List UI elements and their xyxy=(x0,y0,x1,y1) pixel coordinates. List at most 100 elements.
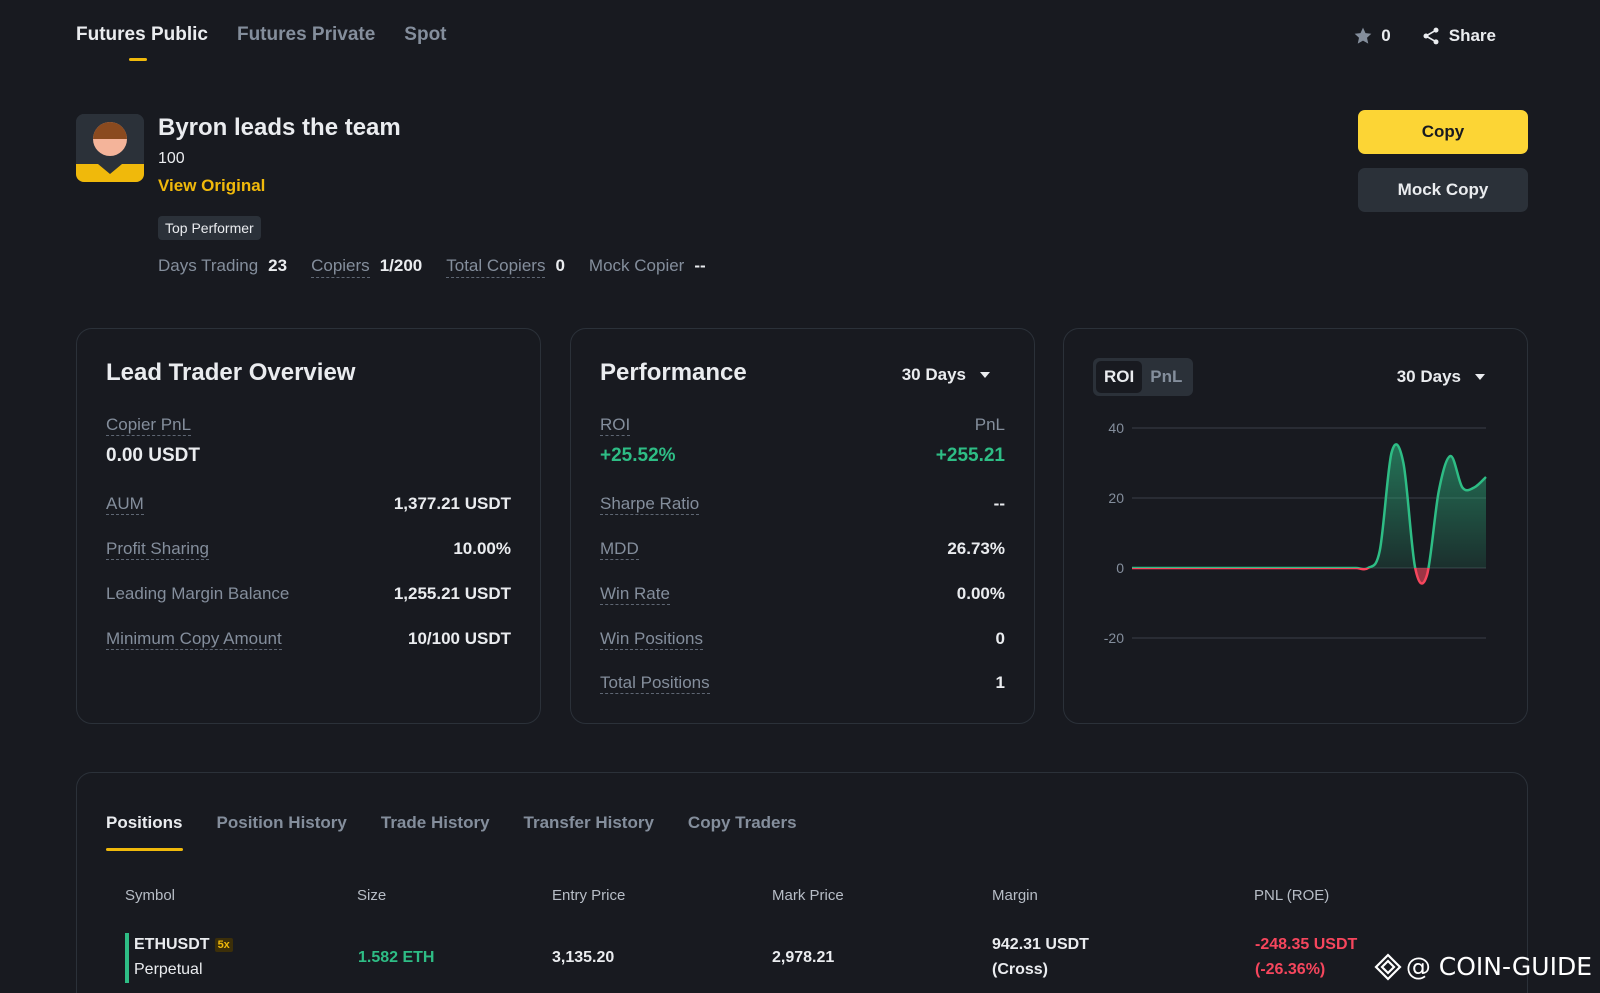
overview-row: Minimum Copy Amount 10/100 USDT xyxy=(106,629,511,650)
y-tick-label: -20 xyxy=(1104,630,1124,646)
copy-button[interactable]: Copy xyxy=(1358,110,1528,154)
performance-row: Win Rate 0.00% xyxy=(600,584,1005,605)
tab-positions[interactable]: Positions xyxy=(106,813,183,851)
min-copy-value: 10/100 USDT xyxy=(408,629,511,648)
total-copiers-label[interactable]: Total Copiers xyxy=(446,256,546,278)
roi-value: +25.52% xyxy=(600,445,676,466)
days-trading-label: Days Trading xyxy=(158,256,259,275)
roi-label[interactable]: ROI xyxy=(600,415,631,436)
positions-panel: Positions Position History Trade History… xyxy=(76,772,1528,993)
tab-position-history[interactable]: Position History xyxy=(216,813,347,832)
watermark-text: @ COIN-GUIDE xyxy=(1405,952,1592,981)
size-value: 1.582 ETH xyxy=(358,949,435,966)
col-size: Size xyxy=(357,887,387,904)
copiers-value: 1/200 xyxy=(379,256,423,275)
win-positions-label[interactable]: Win Positions xyxy=(600,629,703,650)
tab-futures-public[interactable]: Futures Public xyxy=(76,24,208,61)
pnl-label: PnL xyxy=(974,415,1005,434)
aum-label[interactable]: AUM xyxy=(106,494,144,515)
performance-row: Win Positions 0 xyxy=(600,629,1005,650)
performance-period-dropdown[interactable]: 30 Days xyxy=(902,365,990,385)
tab-copy-traders[interactable]: Copy Traders xyxy=(687,813,797,832)
sharpe-label[interactable]: Sharpe Ratio xyxy=(600,494,700,515)
tab-futures-private[interactable]: Futures Private xyxy=(236,24,376,45)
favorite-count: 0 xyxy=(1381,26,1391,45)
col-margin: Margin xyxy=(992,887,1038,904)
leading-margin-value: 1,255.21 USDT xyxy=(393,584,511,603)
star-icon xyxy=(1354,27,1372,44)
copiers-label[interactable]: Copiers xyxy=(311,256,370,278)
watermark: @ COIN-GUIDE xyxy=(1374,952,1592,981)
overview-row: AUM 1,377.21 USDT xyxy=(106,494,511,515)
coin-guide-logo-icon xyxy=(1374,952,1402,981)
mock-copier-value: -- xyxy=(694,256,706,275)
total-positions-value: 1 xyxy=(995,673,1005,692)
profit-sharing-label[interactable]: Profit Sharing xyxy=(106,539,209,560)
favorite-button[interactable]: 0 xyxy=(1353,26,1391,46)
overview-row: Leading Margin Balance 1,255.21 USDT xyxy=(106,584,511,604)
win-rate-label[interactable]: Win Rate xyxy=(600,584,670,605)
overview-row: Profit Sharing 10.00% xyxy=(106,539,511,560)
win-rate-value: 0.00% xyxy=(956,584,1005,603)
avatar xyxy=(76,114,144,182)
chevron-down-icon xyxy=(1475,374,1485,380)
col-pnl-roe: PNL (ROE) xyxy=(1254,887,1330,904)
symbol-cell: ETHUSDT 5x xyxy=(134,936,233,954)
overview-title: Lead Trader Overview xyxy=(106,359,356,386)
roe-value: (-26.36%) xyxy=(1255,961,1326,978)
mark-price-value: 2,978.21 xyxy=(772,949,835,966)
share-icon xyxy=(1423,27,1439,45)
roi-chart-card: ROI PnL 30 Days 40 20 0 -20 xyxy=(1063,328,1528,724)
copier-pnl-row: Copier PnL xyxy=(106,415,511,436)
roi-line-negative xyxy=(1132,568,1430,585)
tab-spot[interactable]: Spot xyxy=(404,24,447,45)
share-button[interactable]: Share xyxy=(1421,26,1496,46)
win-positions-value: 0 xyxy=(995,629,1005,648)
copier-pnl-value: 0.00 USDT xyxy=(106,445,200,466)
aum-value: 1,377.21 USDT xyxy=(393,494,511,513)
total-copiers-value: 0 xyxy=(555,256,565,275)
top-performer-badge: Top Performer xyxy=(158,216,261,240)
leading-margin-label: Leading Margin Balance xyxy=(106,584,290,603)
sharpe-value: -- xyxy=(993,494,1005,513)
days-trading-value: 23 xyxy=(268,256,288,275)
mock-copy-button[interactable]: Mock Copy xyxy=(1358,168,1528,212)
long-indicator xyxy=(125,933,129,983)
trader-number: 100 xyxy=(158,150,185,167)
trader-stats: Days Trading 23 Copiers 1/200 Total Copier… xyxy=(158,256,706,278)
contract-type: Perpetual xyxy=(134,961,203,978)
toggle-roi[interactable]: ROI xyxy=(1096,361,1143,393)
performance-card: Performance 30 Days ROI PnL +25.52% +255… xyxy=(570,328,1035,724)
mdd-value: 26.73% xyxy=(947,539,1005,558)
roi-pnl-toggle: ROI PnL xyxy=(1093,358,1194,396)
total-positions-label[interactable]: Total Positions xyxy=(600,673,710,694)
col-entry-price: Entry Price xyxy=(552,887,626,904)
chart-period-dropdown[interactable]: 30 Days xyxy=(1397,367,1485,387)
min-copy-label[interactable]: Minimum Copy Amount xyxy=(106,629,282,650)
tab-transfer-history[interactable]: Transfer History xyxy=(523,813,654,832)
copier-pnl-label[interactable]: Copier PnL xyxy=(106,415,192,436)
copier-pnl-value-row: 0.00 USDT xyxy=(106,445,511,467)
mdd-label[interactable]: MDD xyxy=(600,539,639,560)
mock-copier-label: Mock Copier xyxy=(588,256,685,275)
y-tick-label: 0 xyxy=(1116,560,1124,576)
symbol-name: ETHUSDT xyxy=(134,936,210,953)
chart-period: 30 Days xyxy=(1396,367,1461,386)
top-tabs: Futures Public Futures Private Spot xyxy=(76,24,447,61)
lead-trader-overview-card: Lead Trader Overview Copier PnL 0.00 USD… xyxy=(76,328,541,724)
roi-pnl-labels: ROI PnL xyxy=(600,415,1005,436)
pnl-value: +255.21 xyxy=(935,445,1005,466)
performance-title: Performance xyxy=(600,359,747,386)
view-original-link[interactable]: View Original xyxy=(158,176,266,195)
performance-row: Total Positions 1 xyxy=(600,673,1005,694)
col-mark-price: Mark Price xyxy=(772,887,844,904)
toggle-pnl[interactable]: PnL xyxy=(1150,367,1183,386)
tab-trade-history[interactable]: Trade History xyxy=(380,813,490,832)
chevron-down-icon xyxy=(980,372,990,378)
trader-name: Byron leads the team xyxy=(158,114,401,141)
margin-mode: (Cross) xyxy=(992,961,1049,978)
share-label: Share xyxy=(1448,26,1496,45)
performance-period: 30 Days xyxy=(901,365,966,384)
positions-tabs: Positions Position History Trade History… xyxy=(106,813,797,851)
pnl-value: -248.35 USDT xyxy=(1255,936,1358,953)
